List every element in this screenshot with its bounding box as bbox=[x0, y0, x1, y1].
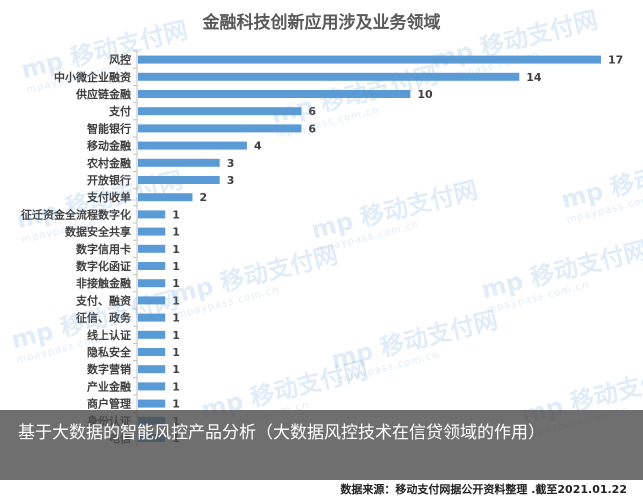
category-label: 移动金融 bbox=[87, 139, 131, 153]
bar bbox=[138, 193, 193, 202]
bar bbox=[138, 244, 166, 253]
bar bbox=[138, 141, 247, 150]
data-label: 1 bbox=[172, 294, 180, 307]
data-label: 3 bbox=[227, 157, 235, 170]
category-label: 供应链金融 bbox=[75, 87, 131, 101]
data-label: 1 bbox=[172, 398, 180, 411]
bar bbox=[138, 158, 220, 167]
data-label: 2 bbox=[199, 191, 207, 204]
data-label: 14 bbox=[526, 71, 542, 84]
bar bbox=[138, 176, 220, 184]
data-label: 1 bbox=[172, 243, 180, 256]
category-label: 数据安全共享 bbox=[65, 225, 131, 239]
bar bbox=[138, 399, 166, 408]
chart-title: 金融科技创新应用涉及业务领域 bbox=[202, 13, 441, 33]
data-label: 3 bbox=[227, 174, 235, 187]
data-label: 10 bbox=[417, 88, 433, 101]
category-label: 支付、融资 bbox=[75, 293, 131, 307]
bar bbox=[138, 262, 166, 270]
category-label: 非接触金融 bbox=[76, 276, 131, 290]
category-label: 线上认证 bbox=[87, 328, 131, 342]
data-label: 1 bbox=[172, 329, 180, 342]
bar bbox=[138, 365, 166, 374]
bar bbox=[138, 330, 166, 339]
category-label: 支付 bbox=[108, 104, 131, 118]
data-label: 1 bbox=[172, 277, 180, 290]
category-label: 农村金融 bbox=[86, 156, 131, 170]
bar bbox=[138, 313, 166, 322]
data-label: 1 bbox=[172, 363, 180, 376]
bar bbox=[138, 72, 520, 81]
caption-text: 基于大数据的智能风控产品分析（大数据风控技术在信贷领域的作用） bbox=[18, 423, 545, 443]
data-label: 1 bbox=[172, 226, 180, 239]
data-label: 1 bbox=[172, 380, 180, 393]
bar bbox=[138, 107, 302, 116]
category-label: 隐私安全 bbox=[87, 345, 132, 359]
category-label: 数字化函证 bbox=[76, 259, 131, 273]
category-label: 支付收单 bbox=[86, 190, 131, 204]
category-label: 征信、政务 bbox=[76, 311, 132, 325]
bar bbox=[138, 124, 302, 133]
bar bbox=[138, 210, 166, 219]
category-label: 数字信用卡 bbox=[76, 242, 131, 256]
data-label: 6 bbox=[308, 122, 316, 135]
bar bbox=[138, 55, 601, 64]
bar bbox=[138, 90, 411, 98]
data-label: 1 bbox=[172, 208, 180, 221]
bar bbox=[138, 279, 166, 288]
category-label: 产业金融 bbox=[87, 379, 131, 393]
category-label: 开放银行 bbox=[87, 173, 131, 187]
data-label: 4 bbox=[254, 140, 262, 153]
category-label: 征迁资金全流程数字化 bbox=[21, 207, 131, 221]
bar bbox=[138, 348, 166, 356]
data-label: 1 bbox=[172, 346, 180, 359]
data-label: 1 bbox=[172, 260, 180, 273]
source-note: 数据来源：移动支付网据公开资料整理 .截至2021.01.22 bbox=[340, 483, 627, 496]
data-label: 6 bbox=[308, 105, 316, 118]
bar bbox=[138, 296, 166, 305]
category-label: 风控 bbox=[109, 53, 131, 67]
bar bbox=[138, 382, 166, 391]
data-label: 1 bbox=[172, 312, 180, 325]
caption-overlay: 基于大数据的智能风控产品分析（大数据风控技术在信贷领域的作用） bbox=[0, 410, 643, 480]
category-label: 商户管理 bbox=[87, 397, 131, 411]
category-label: 智能银行 bbox=[87, 121, 131, 135]
data-label: 17 bbox=[608, 54, 623, 67]
category-label: 数字营销 bbox=[87, 362, 131, 376]
category-label: 中小微企业融资 bbox=[54, 70, 131, 84]
bar bbox=[138, 227, 166, 236]
